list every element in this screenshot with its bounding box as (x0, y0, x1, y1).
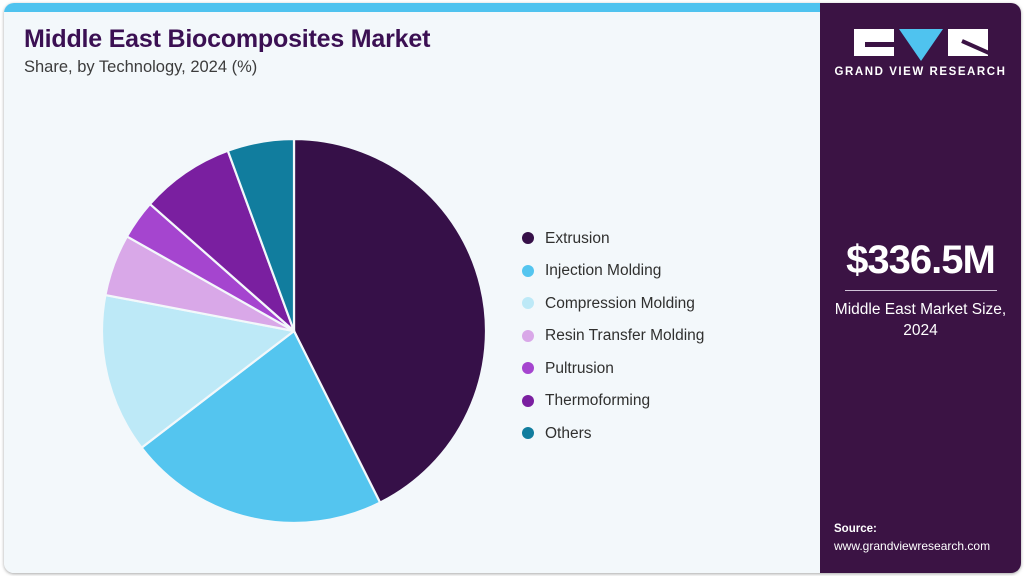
gvr-logo: GRAND VIEW RESEARCH (820, 29, 1021, 78)
pie-slice (292, 137, 488, 504)
market-size-label: Middle East Market Size, 2024 (834, 301, 1007, 339)
legend-label: Pultrusion (545, 359, 614, 377)
legend-label: Injection Molding (545, 262, 662, 279)
page-subtitle: Share, by Technology, 2024 (%) (24, 57, 258, 76)
legend-label: Compression Molding (545, 294, 695, 312)
legend-swatch-icon (522, 329, 534, 342)
brand-panel: GRAND VIEW RESEARCH $336.5M Middle East … (820, 3, 1021, 573)
page-title: Middle East Biocomposites Market (24, 25, 431, 53)
source-block: Source: www.grandviewresearch.com (834, 521, 1021, 555)
legend-item: Extrusion (522, 222, 802, 255)
legend-swatch-icon (522, 232, 534, 245)
legend-item: Compression Molding (522, 287, 802, 320)
header-block: Middle East Biocomposites Market Share, … (24, 25, 784, 78)
pie-slice (100, 293, 296, 449)
gvr-logo-marks (820, 29, 1021, 61)
legend-item: Resin Transfer Molding (522, 320, 802, 353)
legend-label: Resin Transfer Molding (545, 327, 705, 344)
legend-swatch-icon (522, 427, 534, 440)
source-url: www.grandviewresearch.com (834, 538, 991, 553)
chart-card: Middle East Biocomposites Market Share, … (4, 3, 1021, 573)
legend-item: Pultrusion (522, 352, 802, 385)
legend-item: Others (522, 417, 802, 450)
legend-swatch-icon (522, 362, 534, 375)
legend-swatch-icon (522, 394, 534, 407)
legend-swatch-icon (522, 297, 534, 310)
gvr-logo-g-icon (853, 29, 894, 56)
pie-chart-svg (100, 137, 488, 525)
legend-label: Others (545, 424, 592, 442)
top-accent-bar (4, 3, 820, 12)
legend-item: Thermoforming (522, 385, 802, 418)
pie-slice-group (100, 137, 488, 525)
gvr-wordmark: GRAND VIEW RESEARCH (834, 66, 1007, 78)
gvr-logo-r-icon (947, 29, 988, 56)
pie-chart (100, 137, 488, 525)
pie-slice (140, 329, 382, 525)
legend-item: Injection Molding (522, 255, 802, 288)
gvr-logo-v-icon (898, 29, 943, 61)
legend-label: Thermoforming (545, 392, 651, 409)
source-title: Source: (834, 522, 877, 535)
chart-legend: Extrusion Injection Molding Compression Mo… (522, 222, 802, 450)
stat-divider (844, 290, 997, 291)
market-size-stat: $336.5M Middle East Market Size, 2024 (820, 240, 1021, 342)
pie-slice (226, 137, 296, 333)
legend-swatch-icon (522, 264, 534, 277)
market-size-value: $336.5M (846, 238, 996, 282)
pie-slice (148, 149, 296, 333)
legend-label: Extrusion (545, 229, 610, 247)
chart-content-area: Middle East Biocomposites Market Share, … (4, 3, 820, 573)
